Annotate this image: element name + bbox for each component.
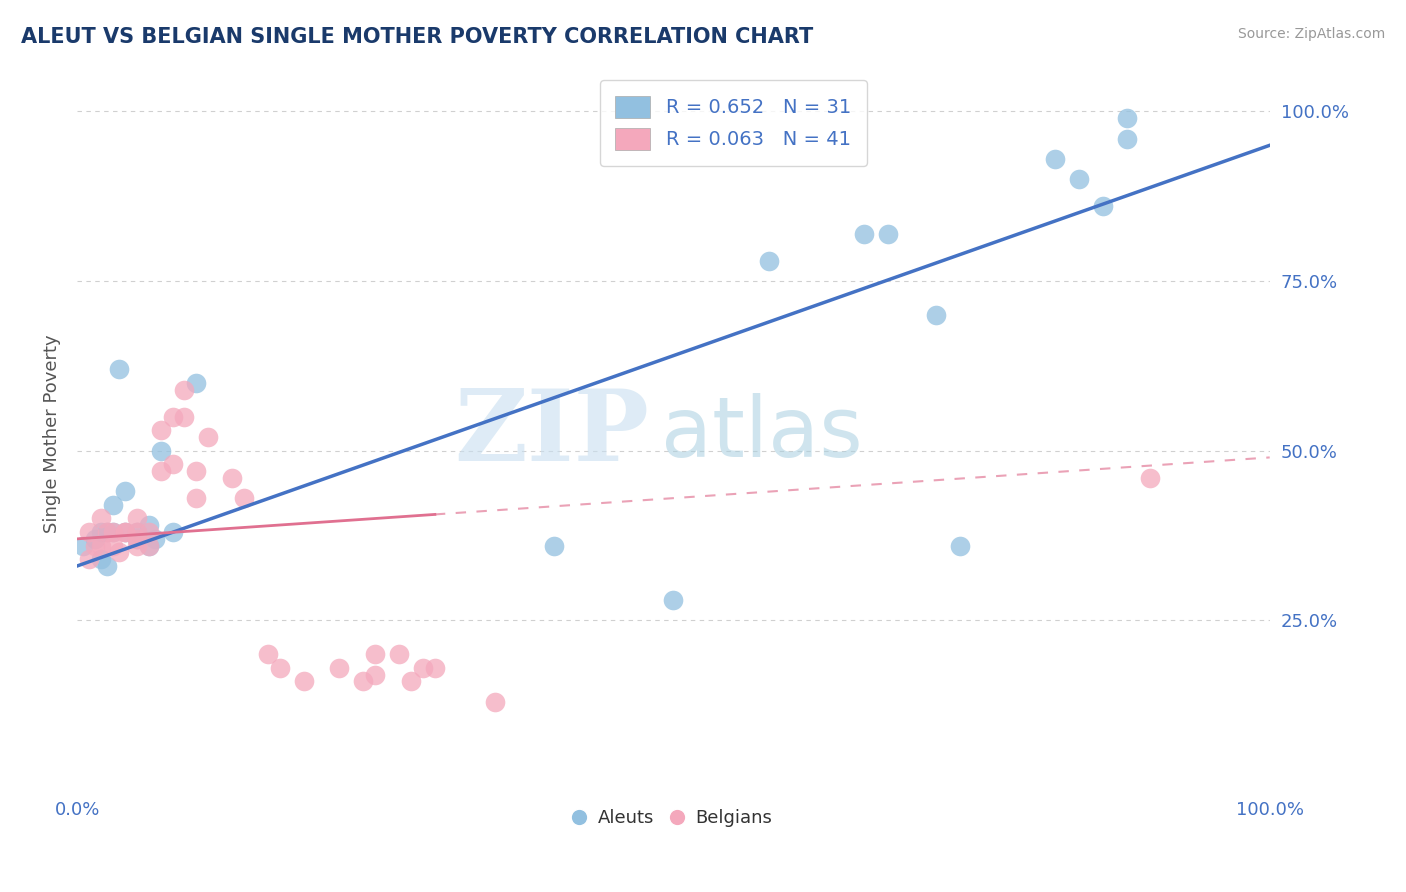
Point: [149, 443, 172, 458]
Y-axis label: Single Mother Poverty: Single Mother Poverty: [44, 334, 60, 533]
Point: [96, 524, 118, 539]
Text: ALEUT VS BELGIAN SINGLE MOTHER POVERTY CORRELATION CHART: ALEUT VS BELGIAN SINGLE MOTHER POVERTY C…: [21, 27, 813, 46]
Point: [114, 524, 136, 539]
Point: [925, 308, 948, 322]
Point: [125, 524, 148, 539]
Point: [149, 423, 172, 437]
Point: [257, 647, 280, 661]
Point: [125, 524, 148, 539]
Point: [364, 647, 387, 661]
Point: [96, 524, 118, 539]
Point: [108, 545, 131, 559]
Point: [90, 552, 112, 566]
Point: [125, 539, 148, 553]
Point: [101, 524, 124, 539]
Legend: Aleuts, Belgians: Aleuts, Belgians: [567, 802, 780, 834]
Point: [1067, 172, 1090, 186]
Point: [197, 430, 219, 444]
Point: [399, 674, 422, 689]
Point: [484, 695, 506, 709]
Point: [114, 524, 136, 539]
Point: [162, 409, 184, 424]
Point: [173, 409, 195, 424]
Point: [84, 532, 107, 546]
Point: [125, 532, 148, 546]
Point: [143, 532, 166, 546]
Point: [138, 539, 160, 553]
Point: [72, 539, 94, 553]
Point: [221, 471, 243, 485]
Point: [114, 484, 136, 499]
Point: [877, 227, 900, 241]
Point: [328, 661, 350, 675]
Point: [125, 511, 148, 525]
Point: [108, 362, 131, 376]
Point: [543, 539, 565, 553]
Point: [101, 498, 124, 512]
Point: [138, 539, 160, 553]
Point: [90, 524, 112, 539]
Point: [853, 227, 876, 241]
Point: [233, 491, 256, 505]
Point: [138, 518, 160, 533]
Point: [412, 661, 434, 675]
Point: [186, 491, 208, 505]
Point: [162, 524, 184, 539]
Point: [758, 253, 780, 268]
Point: [186, 464, 208, 478]
Text: Source: ZipAtlas.com: Source: ZipAtlas.com: [1237, 27, 1385, 41]
Point: [1091, 199, 1114, 213]
Point: [423, 661, 446, 675]
Point: [101, 539, 124, 553]
Point: [77, 552, 100, 566]
Point: [662, 593, 685, 607]
Point: [90, 539, 112, 553]
Point: [1115, 111, 1137, 125]
Point: [949, 539, 972, 553]
Point: [149, 464, 172, 478]
Point: [77, 524, 100, 539]
Point: [138, 524, 160, 539]
Text: atlas: atlas: [661, 393, 863, 475]
Point: [1043, 152, 1066, 166]
Point: [352, 674, 374, 689]
Point: [101, 524, 124, 539]
Point: [364, 667, 387, 681]
Text: ZIP: ZIP: [454, 385, 650, 483]
Point: [388, 647, 411, 661]
Point: [90, 511, 112, 525]
Point: [173, 383, 195, 397]
Point: [162, 457, 184, 471]
Point: [269, 661, 291, 675]
Point: [1139, 471, 1161, 485]
Point: [125, 532, 148, 546]
Point: [96, 559, 118, 574]
Point: [1115, 131, 1137, 145]
Point: [114, 524, 136, 539]
Point: [84, 539, 107, 553]
Point: [292, 674, 315, 689]
Point: [186, 376, 208, 390]
